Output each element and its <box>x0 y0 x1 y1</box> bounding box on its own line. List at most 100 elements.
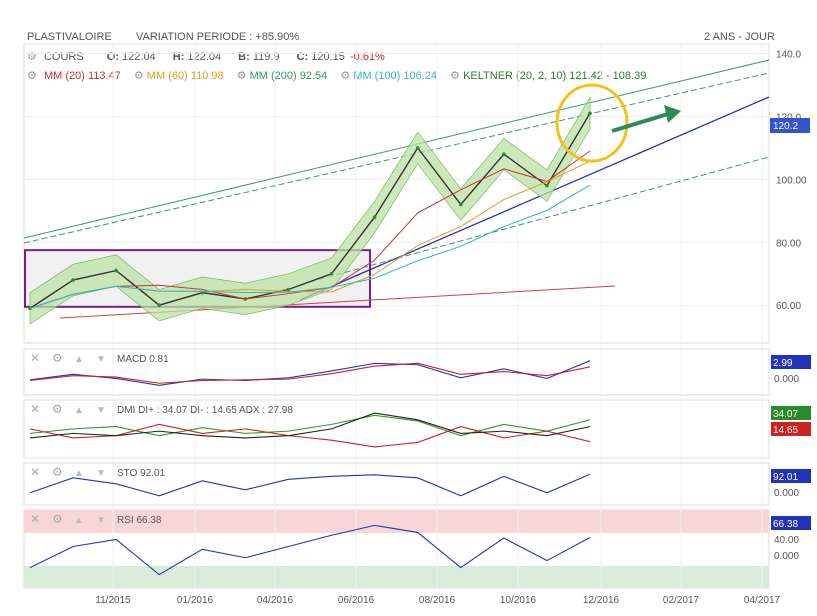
low-value: 119.9 <box>252 51 280 63</box>
indicator-panel-frame <box>23 399 770 459</box>
close-icon: ✕ <box>30 402 40 416</box>
keltner-band <box>29 96 591 325</box>
move-up-icon: ▲ <box>74 468 84 479</box>
indicator-label: STO 92.01 <box>117 468 166 479</box>
moving-average-line <box>29 184 591 309</box>
price-point <box>329 271 334 276</box>
value-tag <box>771 516 811 530</box>
value-tag-label: 0.000 <box>774 488 799 499</box>
last-price-tag <box>770 118 810 133</box>
price-point <box>114 268 118 273</box>
mm200-value: 92.54 <box>299 70 328 82</box>
value-tag <box>771 469 811 483</box>
trend-arrow <box>611 112 669 133</box>
change-value: -0.61% <box>349 51 385 63</box>
price-point <box>28 306 32 311</box>
y-tick-label: 60.00 <box>776 301 801 312</box>
moving-average-line <box>29 150 591 309</box>
close-icon: ✕ <box>30 512 40 526</box>
close-value: 120.15 <box>311 51 345 63</box>
value-tag-label: 14.65 <box>773 425 798 436</box>
move-down-icon: ▼ <box>96 468 106 479</box>
series-name: COURS <box>43 51 84 63</box>
mm200-label: MM (200) <box>249 70 297 82</box>
trend-arrow-head <box>664 105 681 123</box>
move-down-icon: ▼ <box>96 354 106 365</box>
move-up-icon: ▲ <box>74 515 84 526</box>
last-price-label: 120.2 <box>773 121 798 132</box>
quote-row: ⚙ COURS O: 122.04 H: 122.04 B: 119.9 C: … <box>27 51 385 63</box>
indicator-series-line <box>29 362 591 384</box>
price-point <box>71 278 75 282</box>
price-point <box>415 146 420 150</box>
gear-icon[interactable]: ⚙ <box>27 70 37 82</box>
gear-icon: ⚙ <box>52 351 63 365</box>
x-tick-label: 04/2017 <box>744 595 781 606</box>
x-tick-label: 08/2016 <box>419 595 456 606</box>
close-icon: ✕ <box>30 351 40 365</box>
value-tag <box>771 406 811 420</box>
price-point <box>372 215 377 219</box>
gear-icon[interactable]: ⚙ <box>236 70 247 82</box>
indicator-label: DMI DI+ : 34.07 DI- : 14.65 ADX : 27.98 <box>117 405 293 416</box>
gear-icon: ⚙ <box>52 512 63 526</box>
value-tag-label: 2.99 <box>773 358 793 369</box>
x-tick-label: 01/2016 <box>177 595 214 606</box>
price-point <box>588 111 592 116</box>
y-tick-label: 100.00 <box>776 175 807 186</box>
rsi-overbought-band <box>24 510 769 533</box>
gear-icon: ⚙ <box>52 465 63 479</box>
rsi-oversold-band <box>24 566 769 588</box>
trend-channel-lower <box>309 156 770 283</box>
price-line <box>29 112 591 309</box>
gear-icon[interactable]: ⚙ <box>340 70 351 82</box>
value-tag-label: 0.000 <box>774 374 799 385</box>
indicator-series-line <box>29 524 591 576</box>
y-tick-label: 140.0 <box>776 49 801 60</box>
indicator-series-line <box>29 360 591 386</box>
move-down-icon: ▼ <box>96 515 106 526</box>
y-tick-label: 80.00 <box>776 238 801 249</box>
value-tag-label: 92.01 <box>773 472 798 483</box>
value-tag <box>771 355 811 369</box>
keltner-label: KELTNER (20, 2, 10) <box>463 70 567 82</box>
value-tag-label: 34.07 <box>773 409 798 420</box>
value-tag-label: 0.000 <box>774 551 799 562</box>
close-icon: ✕ <box>30 465 40 479</box>
indicator-panel-frame <box>23 348 770 396</box>
indicator-series-line <box>29 414 591 437</box>
mm20-label: MM (20) <box>43 70 85 82</box>
indicator-panel-frame <box>23 462 770 506</box>
gear-icon[interactable]: ⚙ <box>27 51 37 63</box>
variation-label: VARIATION PERIODE : +85.90% <box>136 31 300 43</box>
gear-icon[interactable]: ⚙ <box>133 70 144 82</box>
x-tick-label: 11/2015 <box>95 595 131 606</box>
move-down-icon: ▼ <box>96 405 106 416</box>
move-up-icon: ▲ <box>74 405 84 416</box>
trend-channel-mid <box>23 72 770 244</box>
mm60-value: 110.98 <box>190 70 224 82</box>
x-tick-label: 04/2016 <box>257 595 294 606</box>
x-tick-label: 10/2016 <box>500 595 537 606</box>
gear-icon: ⚙ <box>52 402 63 416</box>
indicator-row: ⚙ MM (20) 113.47 ⚙ MM (60) 110.98 ⚙ MM (… <box>27 69 646 82</box>
gear-icon[interactable]: ⚙ <box>450 70 460 82</box>
indicator-label: MACD 0.81 <box>117 354 169 365</box>
mm100-value: 106.24 <box>403 70 438 82</box>
mm60-label: MM (60) <box>146 70 188 82</box>
highlight-circle <box>555 83 629 163</box>
main-panel-frame <box>23 43 770 344</box>
trend-channel-upper <box>23 59 770 239</box>
price-point <box>458 202 463 207</box>
indicator-series-line <box>29 412 591 439</box>
symbol-title: PLASTIVALOIRE <box>27 31 112 43</box>
x-tick-label: 12/2016 <box>583 595 620 606</box>
move-up-icon: ▲ <box>74 354 84 365</box>
price-point <box>545 183 549 188</box>
value-tag-label: 40.00 <box>774 535 799 546</box>
y-tick-label: 120.0 <box>776 112 801 123</box>
support-line <box>299 96 770 301</box>
price-point <box>502 152 506 156</box>
price-point <box>286 287 291 292</box>
